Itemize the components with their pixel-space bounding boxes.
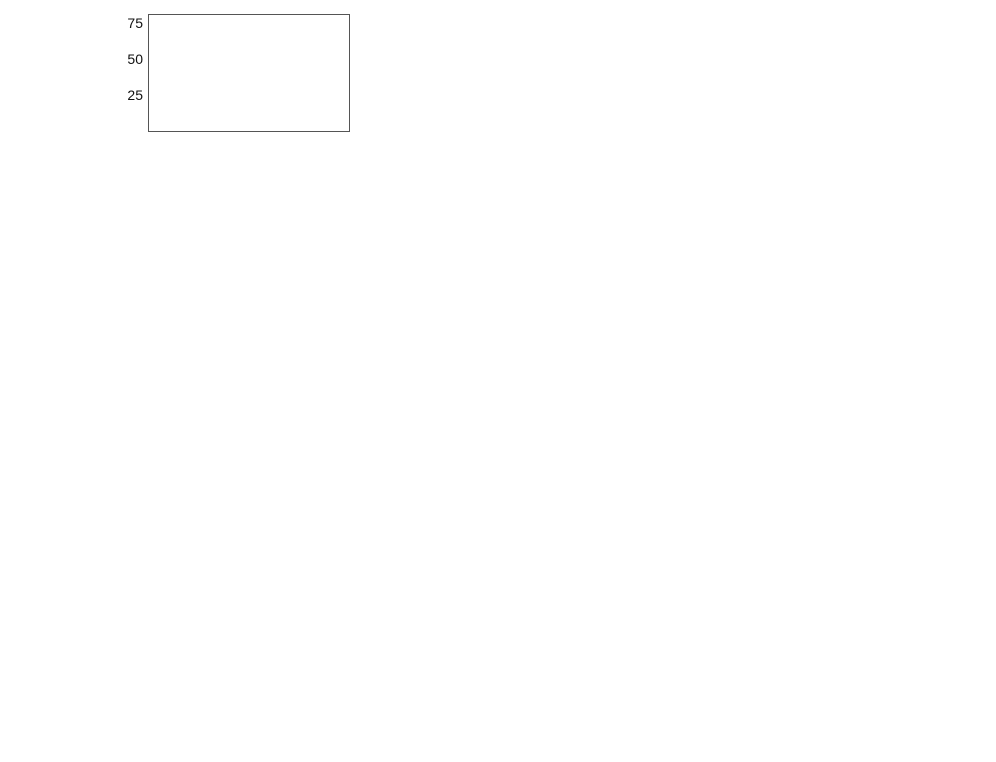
y-tick-label: 75 <box>127 15 143 32</box>
y-tick-label: 25 <box>127 87 143 104</box>
panel-llama-8b-disinfo <box>148 14 350 132</box>
y-tick-label: 50 <box>127 51 143 68</box>
